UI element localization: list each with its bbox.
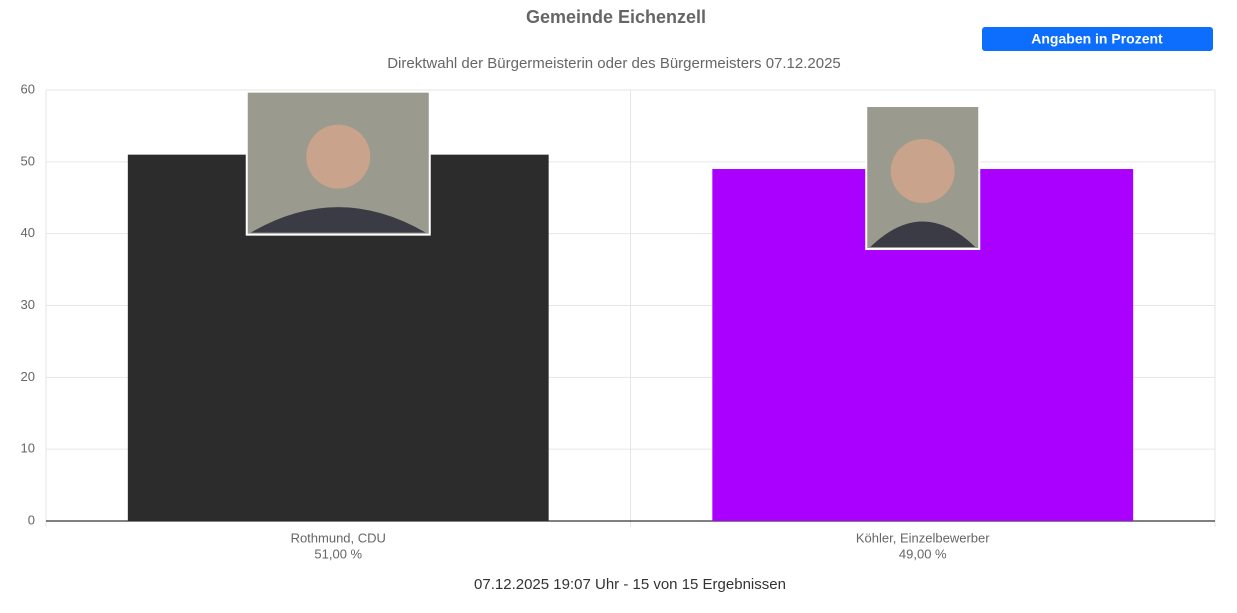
- photo-face: [890, 139, 955, 204]
- photo-body: [870, 221, 976, 248]
- chart-subtitle: Direktwahl der Bürgermeisterin oder des …: [387, 55, 841, 72]
- value-label: 51,00 %: [314, 546, 362, 561]
- x-tick-label: Köhler, Einzelbewerber: [856, 530, 990, 545]
- photo-face: [306, 124, 371, 189]
- y-tick-label: 0: [28, 512, 35, 527]
- chart-title: Gemeinde Eichenzell: [526, 7, 706, 27]
- y-tick-label: 40: [21, 225, 35, 240]
- photo-body: [250, 207, 426, 233]
- y-tick-label: 10: [21, 441, 35, 456]
- value-label: 49,00 %: [899, 546, 947, 561]
- percent-button-label[interactable]: Angaben in Prozent: [1031, 31, 1163, 47]
- percent-button[interactable]: [982, 27, 1213, 51]
- y-tick-label: 30: [21, 297, 35, 312]
- y-tick-label: 50: [21, 153, 35, 168]
- y-tick-label: 20: [21, 369, 35, 384]
- chart-footer: 07.12.2025 19:07 Uhr - 15 von 15 Ergebni…: [474, 576, 786, 593]
- y-tick-label: 60: [21, 81, 35, 96]
- x-tick-label: Rothmund, CDU: [291, 530, 386, 545]
